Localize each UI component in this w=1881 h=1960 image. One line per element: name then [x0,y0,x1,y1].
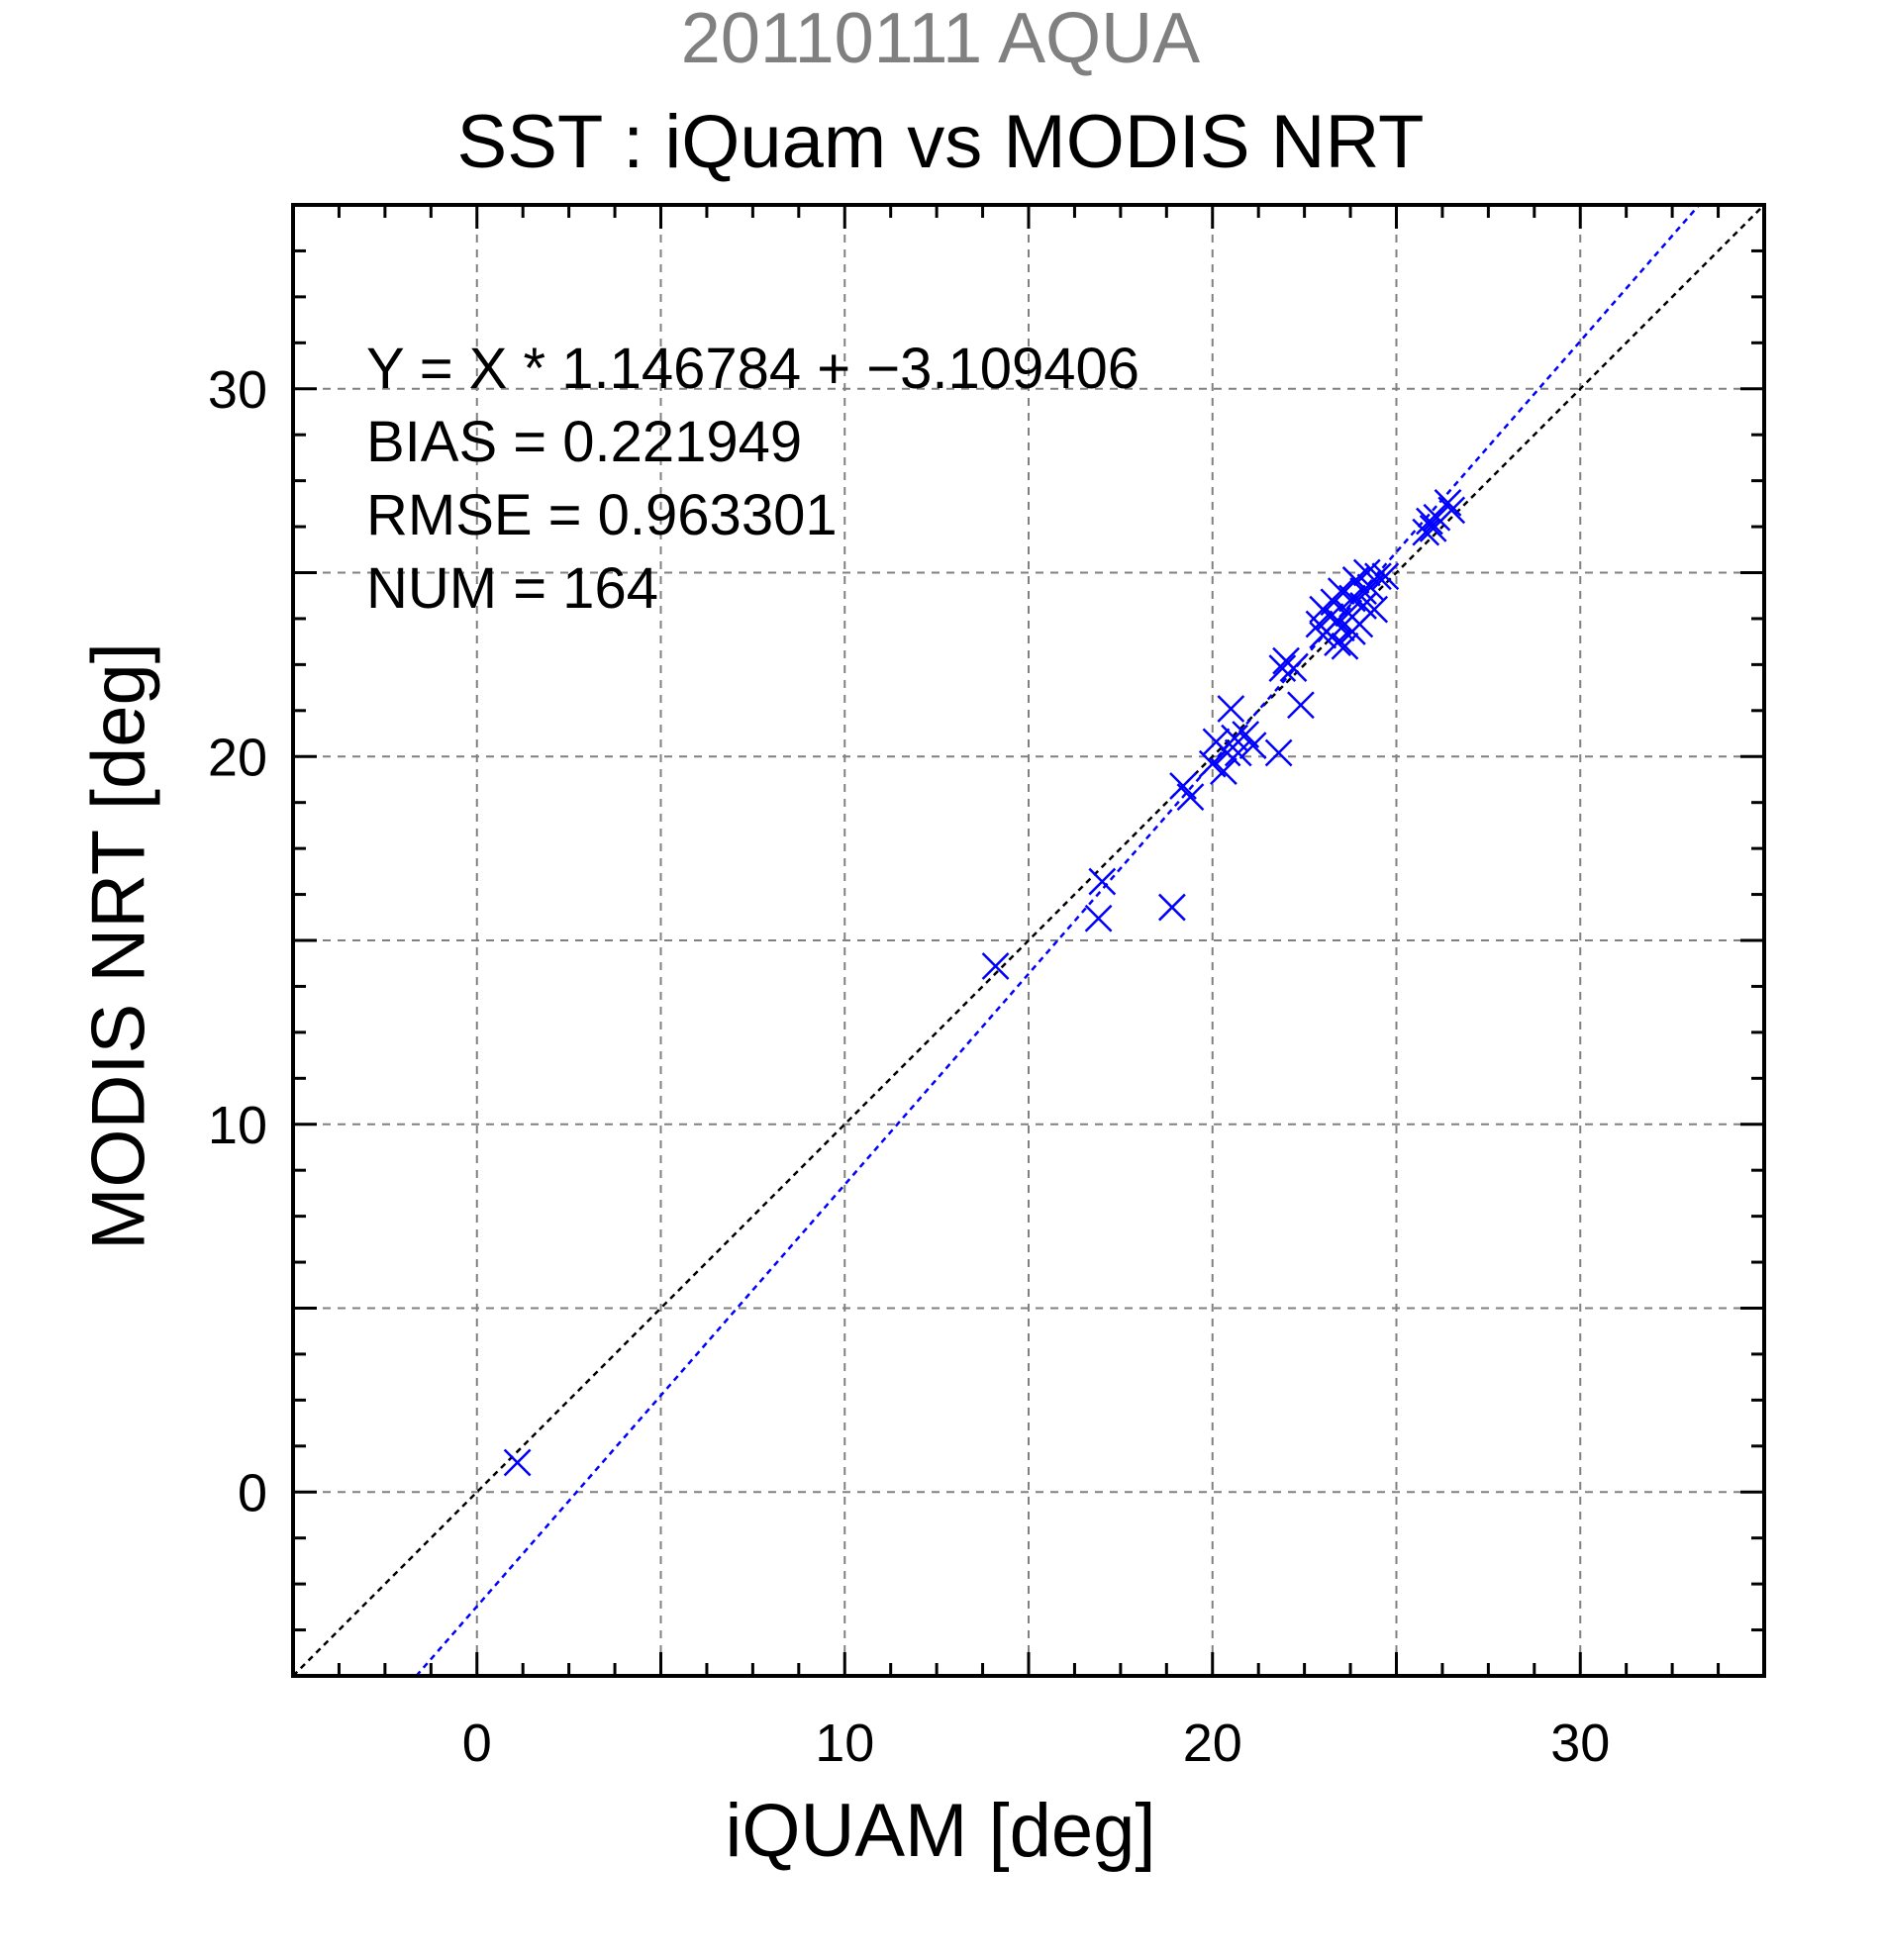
data-point [1210,757,1238,785]
data-point-stroke [1238,732,1267,759]
data-point-stroke [503,1448,532,1477]
data-point-stroke [1338,618,1366,645]
data-point [1349,577,1377,605]
fit-line [415,204,1701,1677]
data-point-stroke [1327,577,1355,605]
data-point [981,952,1010,980]
chart-title: 20110111 AQUA [680,0,1201,78]
data-point [1360,595,1389,624]
data-point [1412,518,1440,546]
data-point-stroke [1371,562,1400,591]
data-point-stroke [1210,757,1238,785]
chart-subtitle: SST : iQuam vs MODIS NRT [456,100,1425,184]
data-point [1084,904,1113,932]
rmse-value: RMSE = 0.963301 [366,483,838,547]
data-point-stroke [1169,772,1197,800]
data-point [1338,618,1366,645]
data-point [1264,738,1293,767]
data-point-stroke [981,952,1010,980]
data-point [503,1448,532,1477]
data-point-stroke [1176,783,1205,811]
data-point [1217,695,1245,723]
x-axis-label: iQUAM [deg] [725,1789,1156,1873]
data-point-stroke [1349,592,1377,620]
data-point-stroke [1088,867,1117,896]
data-point-stroke [1221,724,1248,752]
data-point [1224,738,1252,767]
data-points [503,489,1466,1477]
data-point-stroke [1423,503,1451,532]
data-point-stroke [1264,738,1293,767]
data-point [1331,632,1359,660]
data-point-stroke [1327,614,1355,642]
fit-statistics: Y = X * 1.146784 + −3.109406 BIAS = 0.22… [366,333,1139,626]
data-point-stroke [1224,738,1252,767]
data-point [1423,503,1451,532]
data-point [1371,562,1400,591]
data-point-stroke [1352,558,1381,587]
data-point [1176,783,1205,811]
data-point [1088,867,1117,896]
data-point-stroke [1324,606,1351,635]
data-point-stroke [1232,721,1260,748]
identity-line [292,204,1765,1677]
grid-lines [293,205,1764,1676]
bias-value: BIAS = 0.221949 [366,410,803,474]
data-point-stroke [1349,577,1377,605]
y-tick-label: 0 [238,1463,267,1522]
data-point [1158,893,1186,922]
data-point [1238,732,1267,759]
data-point-stroke [1084,904,1113,932]
data-point [1268,654,1297,682]
data-point-stroke [1434,489,1462,517]
x-tick-label: 0 [462,1714,492,1773]
plot-frame [291,203,1766,1678]
reference-lines [292,204,1765,1677]
data-point [1279,654,1308,682]
data-point-stroke [1198,749,1227,778]
y-tick-label: 10 [208,1096,267,1155]
data-point-stroke [1217,695,1245,723]
data-point-stroke [1331,632,1359,660]
regression-equation: Y = X * 1.146784 + −3.109406 [366,337,1140,401]
data-point-stroke [1287,691,1315,720]
data-point [1349,592,1377,620]
data-point-stroke [1268,654,1297,682]
data-point-stroke [1158,893,1186,922]
data-point-stroke [1412,518,1440,546]
data-point-stroke [1360,595,1389,624]
y-tick-label: 30 [208,360,267,420]
num-value: NUM = 164 [366,556,658,621]
data-point [1327,614,1355,642]
y-axis-label: MODIS NRT [deg] [76,642,161,1250]
data-point-stroke [1279,654,1308,682]
x-tick-label: 20 [1183,1714,1242,1773]
data-point-stroke [1437,496,1466,525]
data-point [1287,691,1315,720]
y-tick-label: 20 [208,728,267,787]
data-point [1434,489,1462,517]
data-point [1437,496,1466,525]
data-point [1324,606,1351,635]
x-tick-label: 10 [815,1714,874,1773]
x-tick-label: 30 [1550,1714,1610,1773]
